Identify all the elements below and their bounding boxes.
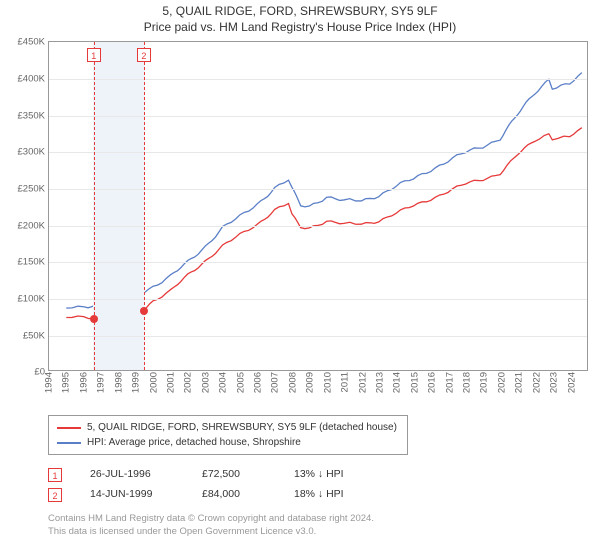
x-tick-label: 2012: [357, 372, 368, 393]
x-tick-label: 2011: [340, 372, 351, 392]
gridline: [49, 226, 587, 227]
transaction-badge: 1: [48, 468, 62, 482]
plot-area: £0£50K£100K£150K£200K£250K£300K£350K£400…: [48, 41, 588, 371]
y-tick-label: £250K: [18, 183, 45, 194]
x-tick-label: 2005: [235, 372, 246, 393]
gridline: [49, 189, 587, 190]
x-tick-label: 2016: [427, 372, 438, 393]
x-tick-label: 2010: [322, 372, 333, 393]
y-tick-label: £300K: [18, 147, 45, 158]
y-tick-label: £350K: [18, 110, 45, 121]
legend-label: 5, QUAIL RIDGE, FORD, SHREWSBURY, SY5 9L…: [87, 420, 397, 435]
gridline: [49, 336, 587, 337]
x-tick-label: 1994: [44, 372, 55, 393]
transaction-date: 26-JUL-1996: [90, 465, 174, 485]
marker-dot: [90, 315, 98, 323]
y-tick-label: £200K: [18, 220, 45, 231]
x-tick-label: 2000: [148, 372, 159, 393]
transaction-date: 14-JUN-1999: [90, 485, 174, 505]
y-tick-label: £150K: [18, 257, 45, 268]
footer-line: Contains HM Land Registry data © Crown c…: [48, 513, 592, 526]
legend-item-hpi: HPI: Average price, detached house, Shro…: [57, 435, 399, 450]
x-tick-label: 2019: [479, 372, 490, 393]
chart-container: 5, QUAIL RIDGE, FORD, SHREWSBURY, SY5 9L…: [0, 0, 600, 560]
chart-title: 5, QUAIL RIDGE, FORD, SHREWSBURY, SY5 9L…: [8, 4, 592, 20]
x-tick-label: 2009: [305, 372, 316, 393]
x-tick-label: 2022: [531, 372, 542, 393]
x-tick-label: 2017: [444, 372, 455, 393]
gridline: [49, 262, 587, 263]
x-tick-label: 2003: [200, 372, 211, 393]
x-tick-label: 2001: [165, 372, 176, 393]
y-tick-label: £100K: [18, 293, 45, 304]
transaction-pct: 18% ↓ HPI: [294, 485, 364, 505]
x-tick-label: 2004: [218, 372, 229, 393]
x-tick-label: 2006: [253, 372, 264, 393]
marker-dot: [140, 307, 148, 315]
gridline: [49, 79, 587, 80]
transaction-badge: 2: [48, 488, 62, 502]
x-tick-label: 1995: [61, 372, 72, 393]
legend: 5, QUAIL RIDGE, FORD, SHREWSBURY, SY5 9L…: [48, 415, 408, 455]
transaction-price: £72,500: [202, 465, 266, 485]
highlight-band: [93, 42, 145, 370]
transaction-pct: 13% ↓ HPI: [294, 465, 364, 485]
gridline: [49, 152, 587, 153]
x-tick-label: 2015: [409, 372, 420, 393]
y-axis: £0£50K£100K£150K£200K£250K£300K£350K£400…: [9, 42, 47, 370]
transaction-table: 1 26-JUL-1996 £72,500 13% ↓ HPI 2 14-JUN…: [48, 465, 592, 505]
x-tick-label: 2020: [496, 372, 507, 393]
x-tick-label: 2023: [549, 372, 560, 393]
footer-line: This data is licensed under the Open Gov…: [48, 526, 592, 539]
x-tick-label: 2024: [566, 372, 577, 393]
gridline: [49, 299, 587, 300]
chart-subtitle: Price paid vs. HM Land Registry's House …: [8, 20, 592, 36]
transaction-row: 2 14-JUN-1999 £84,000 18% ↓ HPI: [48, 485, 592, 505]
legend-swatch: [57, 427, 81, 429]
gridline: [49, 116, 587, 117]
marker-badge: 1: [87, 48, 101, 62]
legend-item-property: 5, QUAIL RIDGE, FORD, SHREWSBURY, SY5 9L…: [57, 420, 399, 435]
x-tick-label: 2002: [183, 372, 194, 393]
x-tick-label: 1997: [96, 372, 107, 393]
x-tick-label: 2007: [270, 372, 281, 393]
footer: Contains HM Land Registry data © Crown c…: [48, 513, 592, 539]
y-tick-label: £50K: [23, 330, 45, 341]
x-tick-label: 2008: [287, 372, 298, 393]
x-axis: 1994199519961997199819992000200120022003…: [49, 370, 587, 406]
transaction-row: 1 26-JUL-1996 £72,500 13% ↓ HPI: [48, 465, 592, 485]
y-tick-label: £450K: [18, 37, 45, 48]
x-tick-label: 1996: [78, 372, 89, 393]
y-tick-label: £400K: [18, 73, 45, 84]
marker-line: [144, 42, 145, 370]
x-tick-label: 1998: [113, 372, 124, 393]
x-tick-label: 2014: [392, 372, 403, 393]
marker-badge: 2: [137, 48, 151, 62]
x-tick-label: 2021: [514, 372, 525, 393]
transaction-price: £84,000: [202, 485, 266, 505]
x-tick-label: 1999: [131, 372, 142, 393]
legend-swatch: [57, 442, 81, 444]
legend-label: HPI: Average price, detached house, Shro…: [87, 435, 301, 450]
x-tick-label: 2013: [374, 372, 385, 393]
x-tick-label: 2018: [462, 372, 473, 393]
